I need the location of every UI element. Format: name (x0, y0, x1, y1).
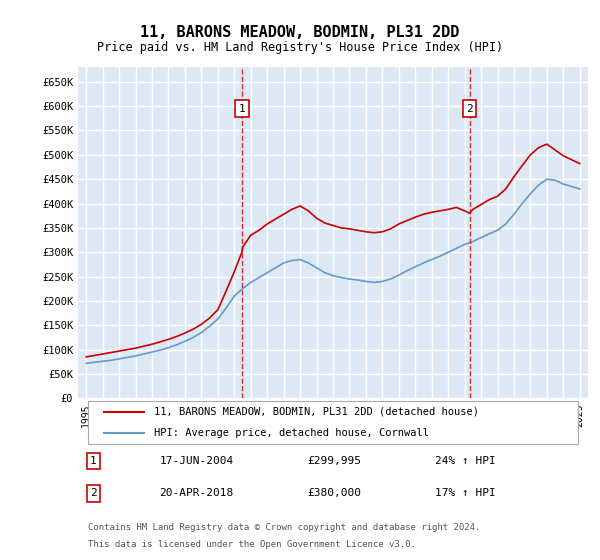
Text: £380,000: £380,000 (308, 488, 361, 498)
Text: 11, BARONS MEADOW, BODMIN, PL31 2DD: 11, BARONS MEADOW, BODMIN, PL31 2DD (140, 25, 460, 40)
Text: £299,995: £299,995 (308, 456, 361, 466)
Text: 1: 1 (238, 104, 245, 114)
Text: 1: 1 (90, 456, 97, 466)
Text: Price paid vs. HM Land Registry's House Price Index (HPI): Price paid vs. HM Land Registry's House … (97, 41, 503, 54)
Text: Contains HM Land Registry data © Crown copyright and database right 2024.: Contains HM Land Registry data © Crown c… (88, 523, 481, 532)
Text: 20-APR-2018: 20-APR-2018 (160, 488, 234, 498)
Text: 2: 2 (466, 104, 473, 114)
Text: 17% ↑ HPI: 17% ↑ HPI (435, 488, 496, 498)
Text: HPI: Average price, detached house, Cornwall: HPI: Average price, detached house, Corn… (155, 428, 430, 438)
Text: 24% ↑ HPI: 24% ↑ HPI (435, 456, 496, 466)
Text: 2: 2 (90, 488, 97, 498)
Text: This data is licensed under the Open Government Licence v3.0.: This data is licensed under the Open Gov… (88, 540, 416, 549)
Text: 11, BARONS MEADOW, BODMIN, PL31 2DD (detached house): 11, BARONS MEADOW, BODMIN, PL31 2DD (det… (155, 407, 479, 417)
Text: 17-JUN-2004: 17-JUN-2004 (160, 456, 234, 466)
FancyBboxPatch shape (88, 401, 578, 444)
